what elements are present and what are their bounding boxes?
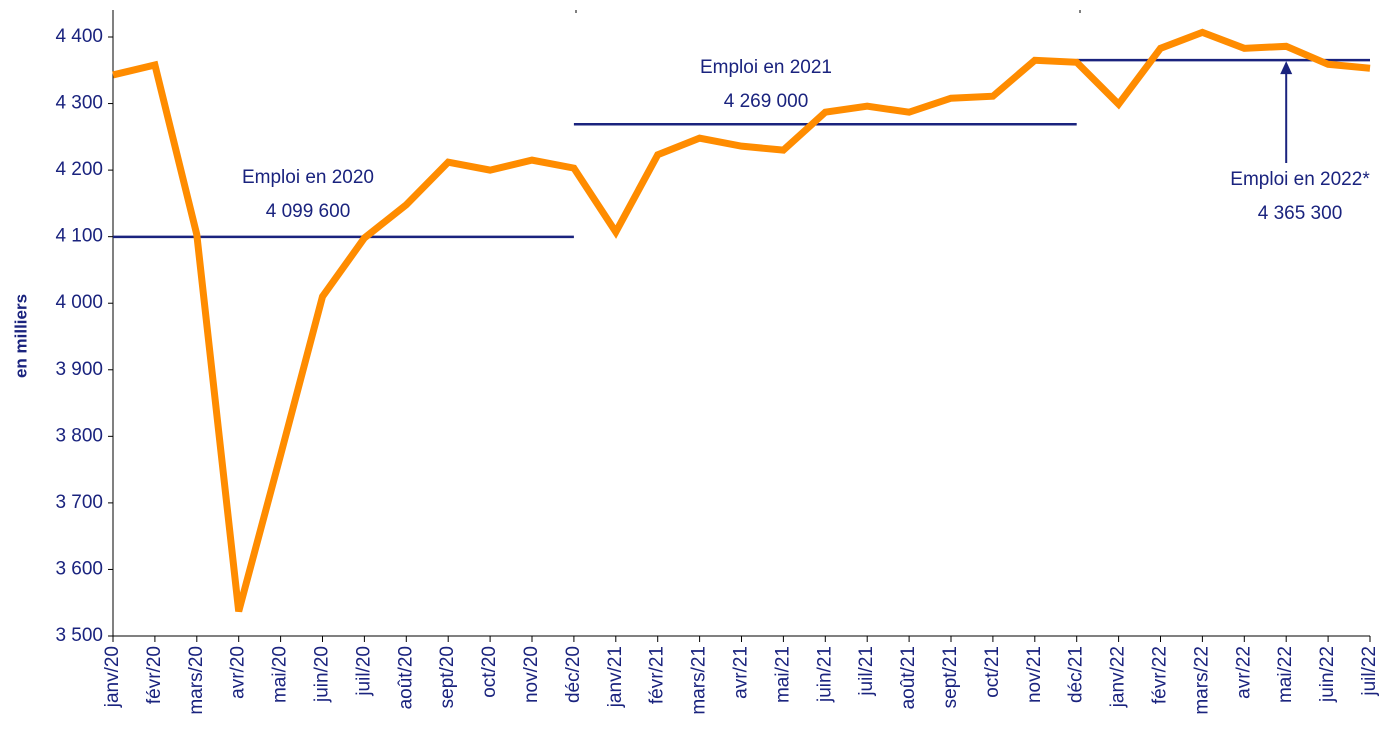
x-tick-label: nov/21 [1024,646,1045,703]
x-tick-label: mai/20 [270,646,291,703]
x-tick-label: août/21 [898,646,919,709]
x-tick-label: avr/22 [1233,646,1254,699]
x-tick-label: mars/20 [186,646,207,715]
x-tick-label: juil/21 [856,646,877,697]
y-tick-label: 3 900 [55,359,103,380]
annotation-label: Emploi en 2022* [1230,169,1370,190]
y-tick-label: 3 800 [55,425,103,446]
x-tick-label: juin/21 [814,646,835,703]
y-tick-label: 4 200 [55,159,103,180]
x-tick-label: nov/20 [521,646,542,703]
x-tick-label: avr/21 [731,646,752,699]
x-tick-label: mars/22 [1191,646,1212,715]
x-tick-label: mai/22 [1275,646,1296,703]
x-tick-label: mars/21 [689,646,710,715]
y-tick-label: 4 300 [55,93,103,114]
annotation-label: Emploi en 2021 [700,57,832,78]
x-tick-label: janv/21 [605,646,626,708]
annotation-value: 4 099 600 [266,201,351,222]
x-tick-label: déc/20 [563,646,584,703]
y-axis-label: en milliers [11,294,30,378]
x-tick-label: sept/20 [437,646,458,708]
x-tick-label: juin/20 [312,646,333,703]
x-tick-label: févr/22 [1150,646,1171,704]
y-tick-label: 4 000 [55,292,103,313]
x-tick-label: mai/21 [772,646,793,703]
x-tick-label: oct/21 [982,646,1003,698]
data-line [112,28,1371,613]
x-tick-label: févr/20 [144,646,165,704]
x-tick-label: févr/21 [647,646,668,704]
y-tick-label: 4 400 [55,26,103,47]
x-tick-label: déc/21 [1066,646,1087,703]
x-tick-label: oct/20 [479,646,500,698]
x-tick-label: janv/20 [102,646,123,708]
y-tick-label: 3 500 [55,625,103,646]
annotation-value: 4 269 000 [724,91,809,112]
arrow-head [1280,61,1293,75]
y-tick-label: 4 100 [55,226,103,247]
y-tick-label: 3 700 [55,492,103,513]
x-tick-label: août/20 [395,646,416,709]
annotation-value: 4 365 300 [1258,203,1343,224]
x-tick-label: janv/22 [1108,646,1129,708]
x-tick-label: avr/20 [228,646,249,699]
x-tick-label: sept/21 [940,646,961,708]
x-tick-label: juin/22 [1317,646,1338,703]
x-tick-label: juil/20 [353,646,374,697]
y-tick-label: 3 600 [55,558,103,579]
x-tick-label: juil/22 [1359,646,1380,697]
annotation-label: Emploi en 2020 [242,167,374,188]
